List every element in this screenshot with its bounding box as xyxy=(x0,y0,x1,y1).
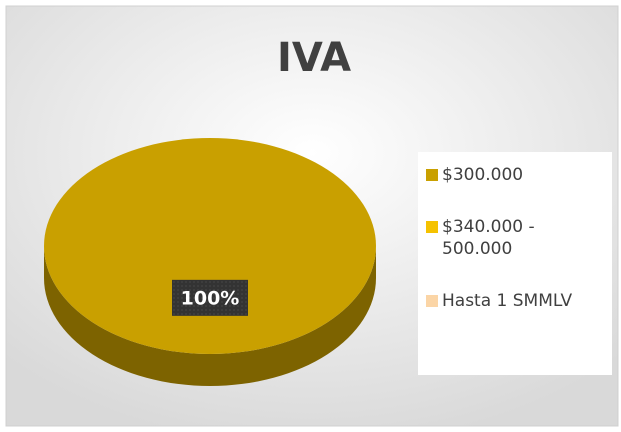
chart-title: IVA xyxy=(277,35,351,81)
legend-swatch xyxy=(426,169,438,181)
legend-item: $300.000 xyxy=(426,164,604,186)
legend-label: $300.000 xyxy=(442,165,524,185)
slice xyxy=(44,138,376,354)
data-label: 100% xyxy=(181,287,240,309)
legend-label: Hasta 1 SMMLV xyxy=(442,291,573,311)
slice-side xyxy=(44,246,376,386)
legend-item: $340.000 - 500.000 xyxy=(426,216,604,260)
legend-swatch xyxy=(426,295,438,307)
legend: $300.000 $340.000 - 500.000 Hasta 1 SMMLV xyxy=(418,152,612,375)
legend-label: $340.000 - 500.000 xyxy=(442,217,535,259)
legend-swatch xyxy=(426,221,438,233)
legend-item: Hasta 1 SMMLV xyxy=(426,290,604,312)
data-label-box xyxy=(172,279,248,316)
